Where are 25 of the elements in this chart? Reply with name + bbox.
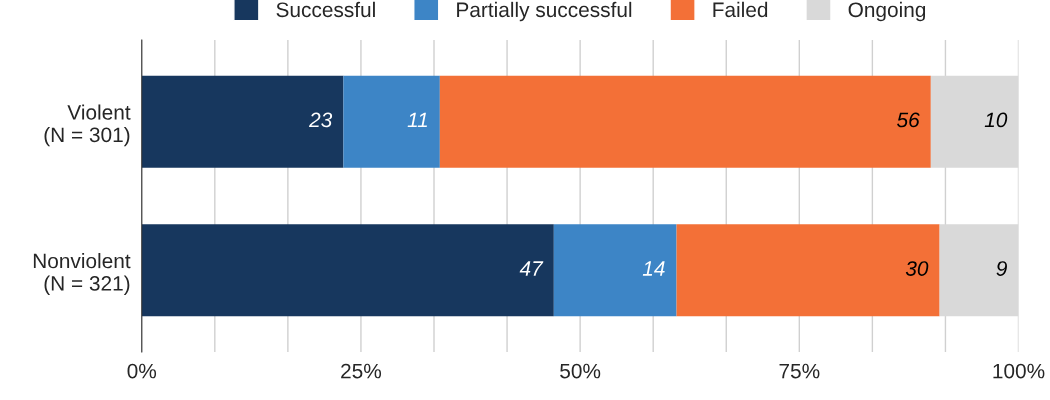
legend-label: Successful [276, 1, 375, 18]
data-label: 11 [407, 112, 427, 128]
data-label: 23 [309, 112, 333, 128]
data-label: 10 [984, 112, 1008, 128]
data-label: 47 [519, 261, 544, 276]
x-tick-label: 75% [779, 363, 820, 379]
data-label: 9 [996, 261, 1007, 276]
x-tick-label: 100% [993, 363, 1045, 379]
bar [343, 75, 440, 168]
x-tick-label: 0% [127, 363, 157, 379]
x-tick-label: 50% [560, 363, 601, 379]
data-label: 30 [905, 261, 929, 276]
bar [141, 224, 554, 317]
bar [676, 224, 940, 317]
legend-label: Ongoing [848, 1, 926, 22]
y-tick-label: Nonviolent (N = 321) [33, 253, 131, 295]
x-tick-label: 25% [341, 363, 382, 379]
bar [439, 75, 931, 168]
bar [553, 224, 677, 317]
data-label: 14 [642, 261, 665, 276]
legend-label: Partially successful [457, 1, 632, 22]
legend-label: Failed [713, 1, 768, 18]
data-label: 56 [897, 112, 920, 128]
bar [141, 75, 344, 168]
y-tick-label: Violent (N = 301) [44, 104, 131, 147]
